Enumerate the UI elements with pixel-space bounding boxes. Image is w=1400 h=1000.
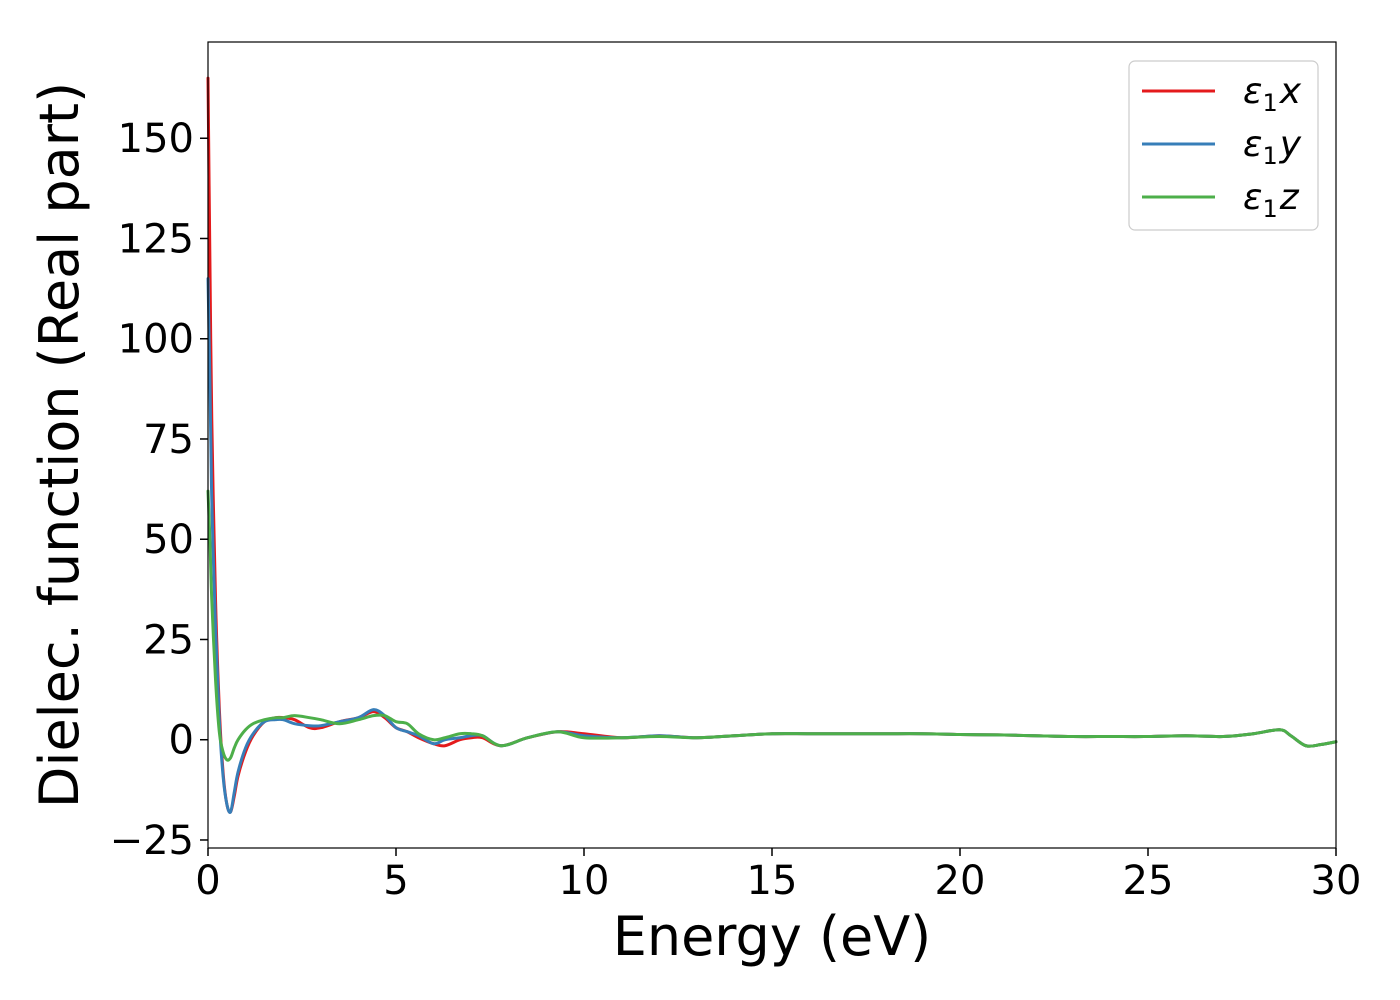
x-tick-label: 15	[747, 858, 798, 904]
y-tick-label: 150	[118, 116, 194, 162]
x-tick-label: 5	[383, 858, 408, 904]
x-axis-label: Energy (eV)	[613, 905, 932, 968]
y-axis-ticks: −25 0 25 50 75 100 125 150	[110, 116, 208, 864]
legend-label-z: ε1z	[1243, 177, 1300, 223]
x-axis-ticks: 0 5 10 15 20 25 30	[195, 848, 1361, 904]
y-tick-label: 125	[118, 216, 194, 262]
legend-label-x: ε1x	[1243, 71, 1302, 117]
series-line-z	[206, 489, 1338, 762]
x-tick-label: 25	[1123, 858, 1174, 904]
legend-label-y: ε1y	[1243, 124, 1302, 170]
x-tick-label: 10	[559, 858, 610, 904]
y-tick-label: 0	[169, 718, 194, 764]
y-tick-label: 50	[143, 517, 194, 563]
y-tick-label: −25	[110, 818, 194, 864]
series-layer	[206, 76, 1338, 814]
x-tick-label: 30	[1311, 858, 1362, 904]
y-tick-label: 75	[143, 417, 194, 463]
x-tick-label: 0	[195, 858, 220, 904]
y-tick-label: 100	[118, 317, 194, 363]
y-tick-label: 25	[143, 617, 194, 663]
y-axis-label: Dielec. function (Real part)	[28, 82, 91, 808]
legend-box	[1128, 60, 1319, 231]
x-tick-label: 20	[935, 858, 986, 904]
legend: ε1x ε1y ε1z	[1128, 60, 1319, 231]
